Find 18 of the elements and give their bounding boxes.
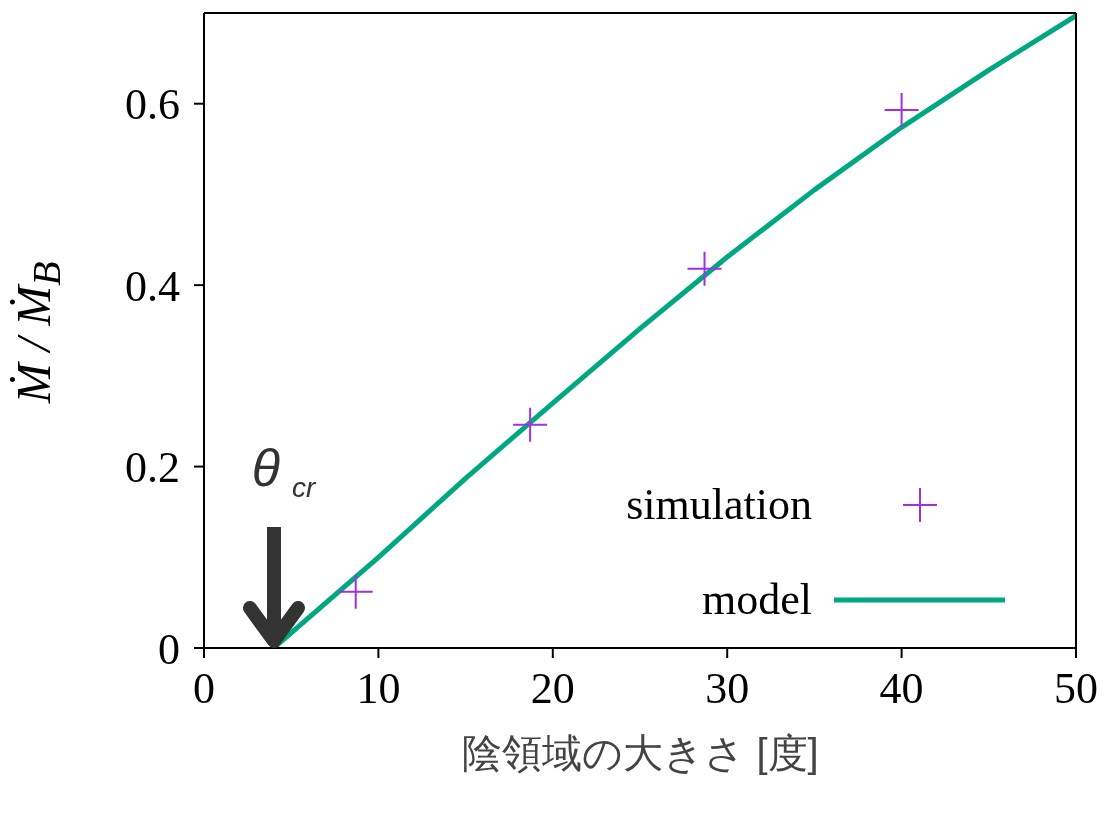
legend-label: simulation <box>626 479 812 531</box>
point <box>884 93 919 128</box>
legend-label: model <box>702 574 812 626</box>
y-tick-label: 0 <box>158 624 180 674</box>
point <box>338 574 373 609</box>
x-tick-label: 20 <box>530 664 575 714</box>
x-tick-label: 40 <box>879 664 924 714</box>
x-tick-label: 30 <box>705 664 750 714</box>
y-tick-label: 0.6 <box>125 80 180 130</box>
annotation: θ$_{cr}$ <box>251 438 316 505</box>
point <box>687 251 722 286</box>
x-tick-label: 50 <box>1054 664 1098 714</box>
y-tick-label: 0.4 <box>125 261 180 311</box>
x-tick-label: 0 <box>193 664 215 714</box>
y-tick-label: 0.2 <box>125 443 180 493</box>
x-tick-label: 10 <box>356 664 401 714</box>
x-axis-title: 陰領域の大きさ [度] <box>461 730 820 777</box>
point <box>513 407 548 442</box>
